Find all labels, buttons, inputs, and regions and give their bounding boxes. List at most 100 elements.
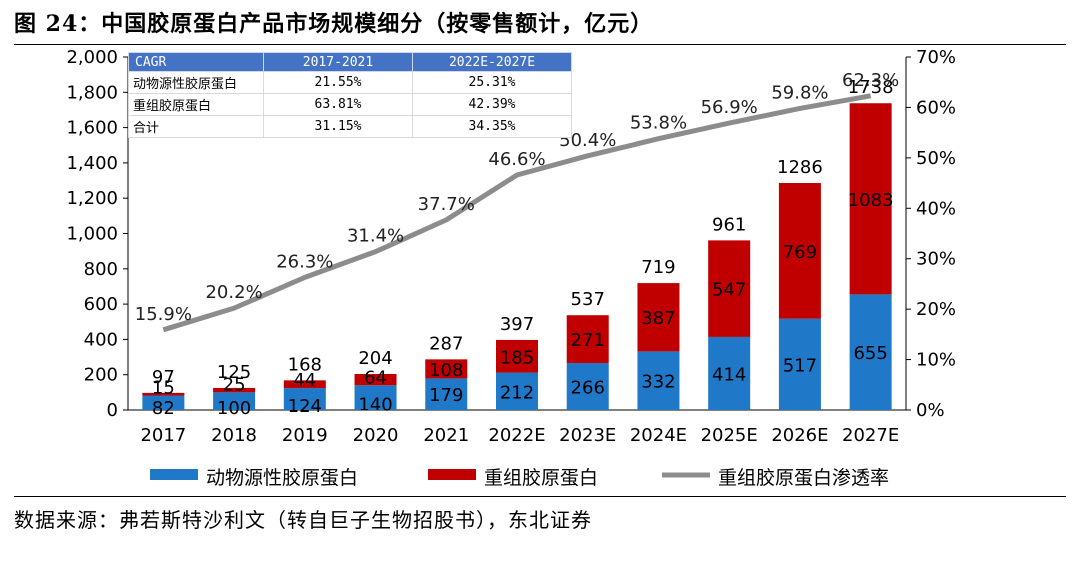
y-left-tick-label: 1,200: [66, 188, 118, 209]
bar-recombinant: [708, 240, 751, 337]
y-right-tick-label: 40%: [916, 198, 956, 219]
label-animal: 414: [712, 364, 746, 385]
bars: [142, 103, 892, 410]
y-right-tick-label: 70%: [916, 47, 956, 68]
bar-animal: [849, 294, 892, 410]
label-recombinant: 387: [641, 308, 675, 329]
bar-animal: [778, 318, 821, 410]
legend-label-animal: 动物源性胶原蛋白: [206, 467, 358, 489]
label-total: 719: [641, 257, 675, 278]
y-left-tick-label: 1,600: [66, 118, 118, 139]
y-left-tick-label: 1,400: [66, 153, 118, 174]
x-tick-label: 2018: [211, 425, 257, 446]
label-recombinant: 271: [571, 330, 605, 351]
label-penetration: 56.9%: [701, 97, 758, 118]
cagr-cell: 63.81%: [263, 93, 413, 116]
cagr-cell: 31.15%: [263, 115, 413, 138]
label-penetration: 46.6%: [488, 149, 545, 170]
cagr-row-label: 动物源性胶原蛋白: [128, 71, 264, 94]
bar-animal: [566, 363, 609, 410]
source-rule: [14, 496, 1066, 497]
label-penetration: 50.4%: [559, 130, 616, 151]
legend-swatch-recombinant: [428, 469, 476, 480]
label-total: 537: [571, 289, 605, 310]
bar-animal: [425, 378, 468, 410]
legend-label-penetration: 重组胶原蛋白渗透率: [718, 467, 889, 489]
label-penetration: 62.3%: [842, 70, 899, 91]
cagr-header: 2017-2021: [263, 52, 413, 72]
label-recombinant: 15: [152, 378, 175, 399]
label-animal: 179: [429, 385, 463, 406]
label-total: 97: [152, 367, 175, 388]
label-total: 125: [217, 362, 251, 383]
figure-title: 图 24：中国胶原蛋白产品市场规模细分（按零售额计，亿元）: [14, 11, 654, 37]
penetration-line: [162, 93, 872, 333]
bar-recombinant: [637, 283, 680, 352]
x-tick-label: 2024E: [630, 425, 687, 446]
label-animal: 140: [358, 395, 392, 416]
axes: 0 200 400 600 800 1,000 1,200 1,400 1,600 1,800 2,…: [66, 47, 956, 446]
bar-recombinant: [354, 373, 397, 386]
bar-recombinant: [496, 339, 538, 373]
cagr-row: 动物源性胶原蛋白 21.55% 25.31%: [128, 71, 572, 94]
bar-animal: [213, 392, 256, 410]
bar-animal: [354, 385, 397, 410]
bar-animal: [708, 336, 751, 410]
y-left-tick-label: 1,000: [66, 224, 118, 245]
label-penetration: 15.9%: [135, 304, 192, 325]
cagr-row-label: 合计: [128, 115, 264, 138]
label-recombinant: 108: [429, 360, 463, 381]
title-rule: [14, 44, 1066, 45]
y-right-tick-label: 60%: [916, 97, 956, 118]
bar-recombinant: [283, 380, 326, 389]
label-recombinant: 44: [293, 370, 316, 391]
label-penetration: 37.7%: [418, 194, 475, 215]
y-left-tick-label: 400: [84, 329, 118, 350]
label-animal: 266: [571, 378, 605, 399]
x-tick-label: 2022E: [488, 425, 545, 446]
cagr-row: 重组胶原蛋白 63.81% 42.39%: [128, 93, 572, 116]
label-penetration: 59.8%: [771, 82, 828, 103]
y-right-tick-label: 50%: [916, 148, 956, 169]
bar-recombinant: [566, 315, 609, 364]
legend-swatch-animal: [150, 469, 198, 480]
label-recombinant: 25: [223, 374, 246, 395]
bar-recombinant: [778, 183, 821, 319]
bar-animal: [496, 372, 538, 410]
label-penetration: 53.8%: [630, 113, 687, 134]
bar-recombinant: [142, 392, 185, 396]
y-right-tick-label: 10%: [916, 350, 956, 371]
penetration-line-path: [162, 93, 872, 333]
x-tick-label: 2017: [140, 425, 186, 446]
cagr-cell: 42.39%: [412, 93, 572, 116]
bar-animal: [283, 388, 326, 410]
x-tick-label: 2019: [282, 425, 328, 446]
cagr-cell: 25.31%: [412, 71, 572, 94]
cagr-cell: 34.35%: [412, 115, 572, 138]
y-right-tick-label: 0%: [916, 400, 945, 421]
label-penetration: 20.2%: [205, 282, 262, 303]
legend: 动物源性胶原蛋白 重组胶原蛋白 重组胶原蛋白渗透率: [150, 467, 889, 489]
bar-recombinant: [213, 387, 256, 393]
label-total: 1738: [848, 77, 894, 98]
cagr-header-row: CAGR 2017-2021 2022E-2027E: [128, 52, 572, 72]
x-tick-label: 2025E: [701, 425, 758, 446]
cagr-cell: 21.55%: [263, 71, 413, 94]
y-right-tick-label: 30%: [916, 249, 956, 270]
label-penetration: 26.3%: [276, 251, 333, 272]
bar-animal: [637, 351, 680, 410]
label-animal: 212: [500, 382, 534, 403]
label-total: 1286: [777, 157, 823, 178]
x-tick-label: 2020: [353, 425, 399, 446]
cagr-header: CAGR: [128, 52, 264, 72]
label-total: 168: [288, 354, 322, 375]
cagr-row: 合计 31.15% 34.35%: [128, 115, 572, 138]
label-total: 961: [712, 214, 746, 235]
cagr-row-label: 重组胶原蛋白: [128, 93, 264, 116]
label-animal: 332: [641, 372, 675, 393]
y-left-tick-label: 2,000: [66, 47, 118, 68]
y-right-tick-label: 20%: [916, 299, 956, 320]
label-total: 204: [358, 348, 392, 369]
x-tick-label: 2026E: [771, 425, 828, 446]
